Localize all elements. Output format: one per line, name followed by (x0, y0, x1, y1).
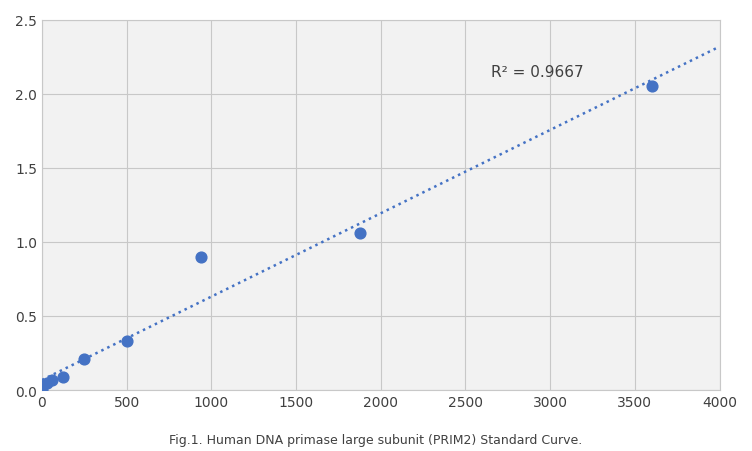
Text: R² = 0.9667: R² = 0.9667 (491, 64, 584, 80)
Point (78, 355, 90, 363)
Point (57, 373, 69, 381)
Point (41, 379, 53, 387)
Point (646, 83, 658, 91)
Point (195, 253, 207, 261)
Point (120, 338, 132, 345)
Point (47, 376, 59, 383)
Point (353, 230, 365, 237)
Point (36, 387, 48, 394)
Text: Fig.1. Human DNA primase large subunit (PRIM2) Standard Curve.: Fig.1. Human DNA primase large subunit (… (169, 433, 583, 446)
